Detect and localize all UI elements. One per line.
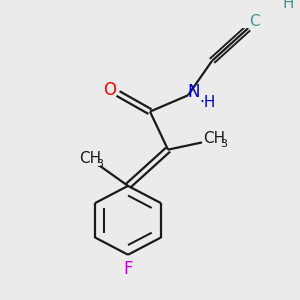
Text: F: F [123, 260, 133, 278]
Text: H: H [282, 0, 294, 11]
Text: N: N [188, 83, 200, 101]
Text: O: O [103, 81, 116, 99]
Text: ·H: ·H [200, 95, 216, 110]
Text: 3: 3 [220, 139, 227, 149]
Text: CH: CH [79, 151, 101, 166]
Text: C: C [249, 14, 259, 28]
Text: 3: 3 [97, 159, 104, 169]
Text: CH: CH [203, 131, 225, 146]
